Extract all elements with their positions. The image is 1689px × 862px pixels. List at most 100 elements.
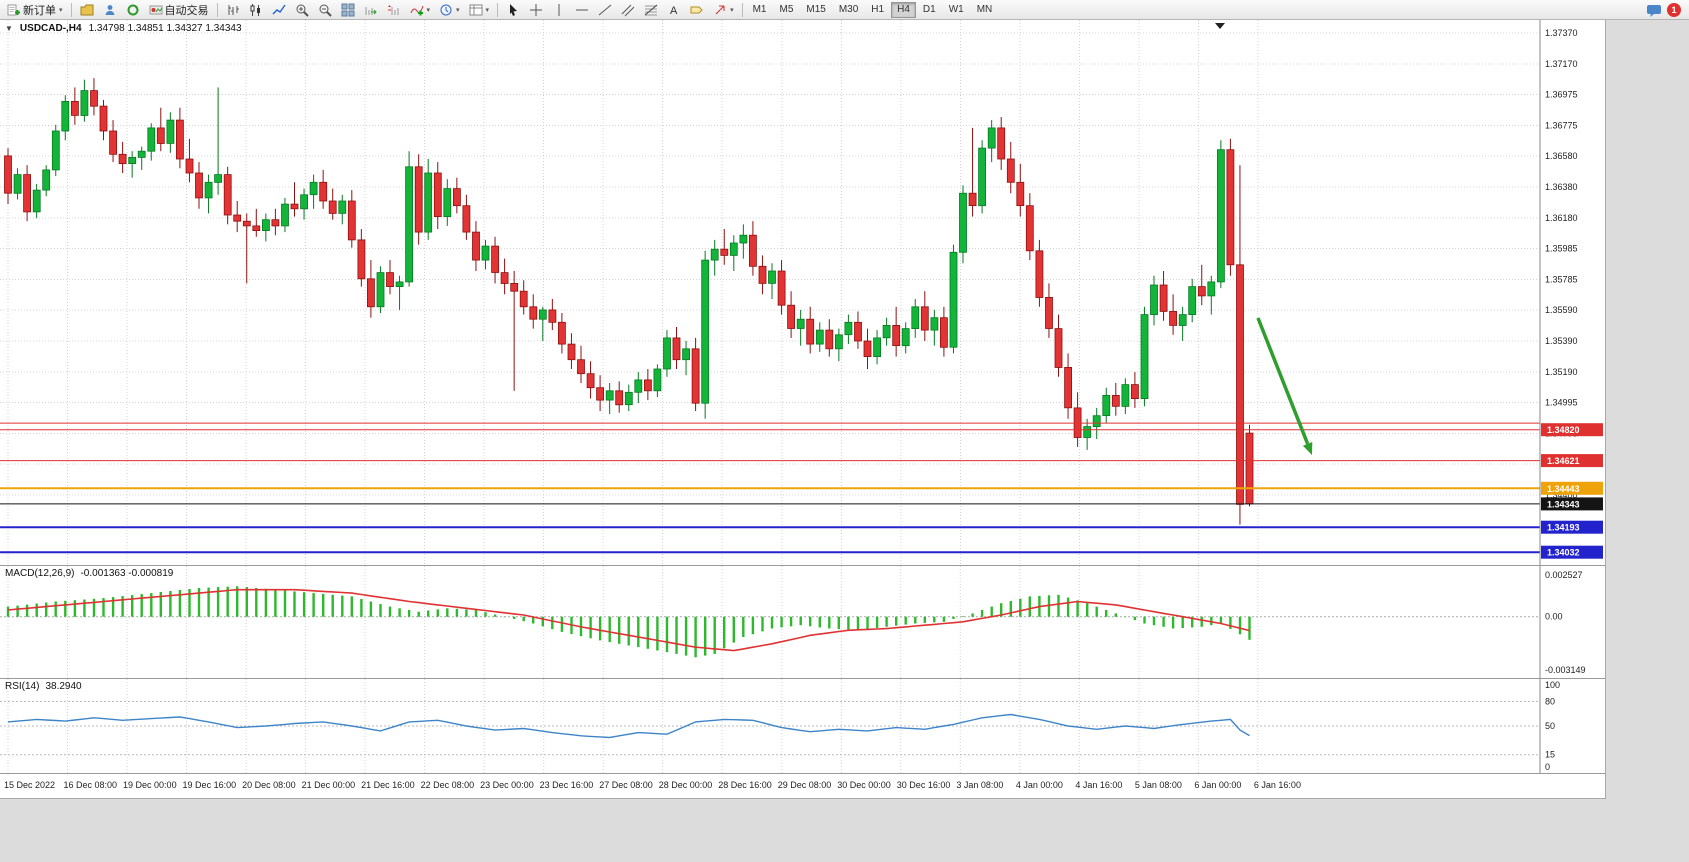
vertical-line-tool-button[interactable] bbox=[548, 1, 570, 19]
timeframe-m5-button[interactable]: M5 bbox=[779, 4, 794, 15]
new-order-button[interactable]: 新订单 ▾ bbox=[3, 1, 67, 19]
timeframe-m30-button[interactable]: M30 bbox=[838, 4, 859, 15]
price-axis-label: 1.34400 bbox=[1545, 490, 1578, 500]
candle bbox=[968, 192, 977, 206]
rsi-label: RSI(14) 38.2940 bbox=[5, 681, 82, 692]
time-axis[interactable]: 15 Dec 2022 16 Dec 08:00 19 Dec 00:00 19 De… bbox=[0, 773, 1605, 796]
candle bbox=[1207, 281, 1216, 297]
candle bbox=[1102, 394, 1111, 416]
svg-text:1.34621: 1.34621 bbox=[1547, 456, 1580, 466]
timeframe-d1-button[interactable]: D1 bbox=[922, 4, 936, 15]
price-axis-label: 1.36380 bbox=[1545, 182, 1578, 192]
candle bbox=[873, 337, 881, 357]
rsi-axis[interactable]: 100 80 50 15 0 bbox=[1539, 679, 1560, 773]
time-axis-label: 27 Dec 08:00 bbox=[599, 780, 653, 790]
candle bbox=[1092, 415, 1101, 428]
text-tool-button[interactable]: A bbox=[663, 1, 685, 19]
profiles-button[interactable] bbox=[76, 1, 98, 19]
candle bbox=[309, 181, 318, 196]
line-chart-type-button[interactable] bbox=[268, 1, 290, 19]
autoscroll-icon bbox=[364, 3, 378, 17]
candle bbox=[911, 306, 920, 329]
rsi-svg[interactable]: 100 80 50 15 0 bbox=[0, 679, 1606, 773]
tile-windows-icon bbox=[341, 3, 355, 17]
message-icon[interactable] bbox=[1646, 3, 1662, 17]
candle bbox=[1045, 296, 1053, 329]
text-label-tool-button[interactable] bbox=[686, 1, 708, 19]
candle bbox=[1226, 149, 1235, 266]
time-axis-label: 4 Jan 16:00 bbox=[1075, 780, 1123, 790]
candle bbox=[1150, 284, 1158, 316]
timeframe-m1-button[interactable]: M1 bbox=[752, 4, 767, 15]
channel-icon bbox=[621, 3, 635, 17]
candle bbox=[90, 90, 98, 107]
community-button[interactable] bbox=[99, 1, 121, 19]
candle bbox=[739, 234, 748, 244]
candle bbox=[682, 348, 690, 361]
candle bbox=[128, 156, 137, 164]
candle bbox=[567, 343, 576, 361]
refresh-button[interactable] bbox=[122, 1, 144, 19]
macd-svg[interactable]: 0.002527 0.00 -0.003149 bbox=[0, 566, 1606, 678]
candlestick-chart-type-button[interactable] bbox=[245, 1, 267, 19]
fibonacci-tool-button[interactable] bbox=[640, 1, 662, 19]
candle bbox=[405, 166, 414, 283]
timeframe-h4-button[interactable]: H4 bbox=[891, 1, 916, 18]
candle bbox=[80, 90, 89, 116]
chevron-down-icon: ▾ bbox=[456, 6, 460, 14]
timeframe-h1-button[interactable]: H1 bbox=[871, 4, 885, 15]
candle bbox=[1236, 264, 1244, 505]
timeframe-w1-button[interactable]: W1 bbox=[948, 4, 964, 15]
one-click-trading-toggle-icon[interactable]: ▼ bbox=[5, 24, 13, 33]
candle bbox=[949, 251, 958, 348]
cursor-tool-button[interactable] bbox=[502, 1, 524, 19]
chevron-down-icon: ▾ bbox=[485, 6, 490, 14]
zoom-in-button[interactable] bbox=[291, 1, 313, 19]
crosshair-tool-button[interactable] bbox=[525, 1, 547, 19]
add-indicator-button[interactable]: ▾ bbox=[406, 1, 435, 19]
candle bbox=[1006, 158, 1015, 183]
notification-badge[interactable]: 1 bbox=[1667, 2, 1681, 17]
rsi-axis-label: 15 bbox=[1545, 750, 1555, 760]
candle bbox=[175, 119, 184, 160]
candle bbox=[768, 270, 776, 284]
periods-button[interactable]: ▾ bbox=[435, 1, 464, 19]
candle bbox=[242, 220, 251, 227]
chart-shift-icon bbox=[387, 3, 401, 17]
main-chart-svg[interactable]: 1.37370 1.37170 1.36975 1.36775 1.36580 1.363… bbox=[0, 20, 1606, 565]
price-axis-label: 1.34995 bbox=[1545, 397, 1578, 407]
tile-windows-button[interactable] bbox=[337, 1, 359, 19]
bar-chart-type-button[interactable] bbox=[222, 1, 244, 19]
time-axis-label: 30 Dec 16:00 bbox=[896, 780, 951, 790]
candle bbox=[1035, 250, 1044, 298]
arrows-tool-button[interactable]: ▾ bbox=[709, 1, 738, 19]
candle bbox=[424, 172, 433, 233]
time-axis-label: 3 Jan 08:00 bbox=[956, 780, 1004, 790]
templates-button[interactable]: ▾ bbox=[465, 1, 494, 19]
time-axis-label: 20 Dec 08:00 bbox=[242, 780, 296, 790]
price-tag: 1.34820 bbox=[1541, 423, 1603, 437]
price-axis[interactable]: 1.37370 1.37170 1.36975 1.36775 1.36580 1.363… bbox=[1539, 20, 1603, 565]
autoscroll-button[interactable] bbox=[360, 1, 382, 19]
autotrading-button[interactable]: 自动交易 bbox=[145, 1, 213, 19]
candle bbox=[271, 219, 280, 227]
macd-axis[interactable]: 0.002527 0.00 -0.003149 bbox=[1539, 566, 1586, 678]
price-axis-label: 1.35390 bbox=[1545, 336, 1578, 346]
chart-shift-button[interactable] bbox=[383, 1, 405, 19]
trendline-tool-button[interactable] bbox=[594, 1, 616, 19]
timeframe-m15-button[interactable]: M15 bbox=[806, 4, 826, 15]
trend-arrow-annotation[interactable] bbox=[1256, 317, 1313, 455]
time-axis-label: 23 Dec 16:00 bbox=[539, 780, 594, 790]
channel-tool-button[interactable] bbox=[617, 1, 639, 19]
candle bbox=[978, 147, 986, 207]
chart-shift-marker-icon[interactable] bbox=[1215, 23, 1225, 29]
toolbar-right-group: 1 bbox=[1646, 2, 1686, 17]
autotrading-label: 自动交易 bbox=[164, 4, 209, 17]
horizontal-line-tool-button[interactable] bbox=[571, 1, 593, 19]
time-axis-label: 28 Dec 16:00 bbox=[718, 780, 772, 790]
candle bbox=[1245, 432, 1254, 505]
zoom-out-button[interactable] bbox=[314, 1, 336, 19]
zoom-out-icon bbox=[318, 3, 332, 17]
timeframe-mn-button[interactable]: MN bbox=[976, 4, 993, 15]
candle bbox=[605, 390, 614, 401]
